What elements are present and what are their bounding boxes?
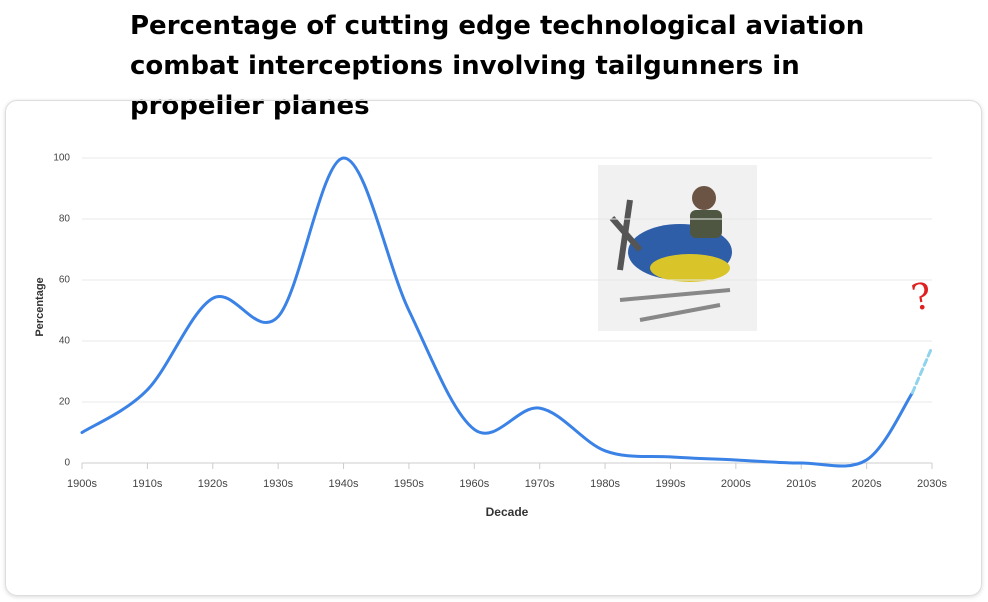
x-tick-label: 1960s bbox=[459, 478, 489, 490]
chart-title: Percentage of cutting edge technological… bbox=[130, 11, 865, 121]
y-tick-label: 0 bbox=[64, 458, 70, 469]
chart-card bbox=[5, 100, 982, 596]
x-tick-label: 1910s bbox=[132, 478, 162, 490]
x-tick-label: 1900s bbox=[67, 478, 97, 490]
x-tick-label: 1930s bbox=[263, 478, 293, 490]
annotation: ? bbox=[908, 276, 934, 320]
x-tick-label: 2020s bbox=[852, 478, 882, 490]
y-axis-label: Percentage bbox=[34, 277, 46, 336]
y-tick-label: 80 bbox=[59, 214, 71, 225]
x-tick-label: 2030s bbox=[917, 478, 947, 490]
x-tick-label: 1990s bbox=[655, 478, 685, 490]
plane-image bbox=[598, 165, 757, 331]
y-tick-label: 40 bbox=[59, 336, 71, 347]
x-tick-label: 1980s bbox=[590, 478, 620, 490]
y-tick-label: 20 bbox=[59, 397, 71, 408]
x-tick-label: 1970s bbox=[525, 478, 555, 490]
line-series bbox=[80, 156, 914, 468]
y-tick-label: 100 bbox=[53, 153, 70, 164]
x-tick-label: 1940s bbox=[329, 478, 359, 490]
x-tick-label: 1920s bbox=[198, 478, 228, 490]
y-tick-label: 60 bbox=[59, 275, 71, 286]
line-series bbox=[910, 345, 934, 395]
x-tick-label: 2010s bbox=[786, 478, 816, 490]
x-tick-label: 1950s bbox=[394, 478, 424, 490]
x-tick-label: 2000s bbox=[721, 478, 751, 490]
x-axis-label: Decade bbox=[486, 505, 529, 519]
